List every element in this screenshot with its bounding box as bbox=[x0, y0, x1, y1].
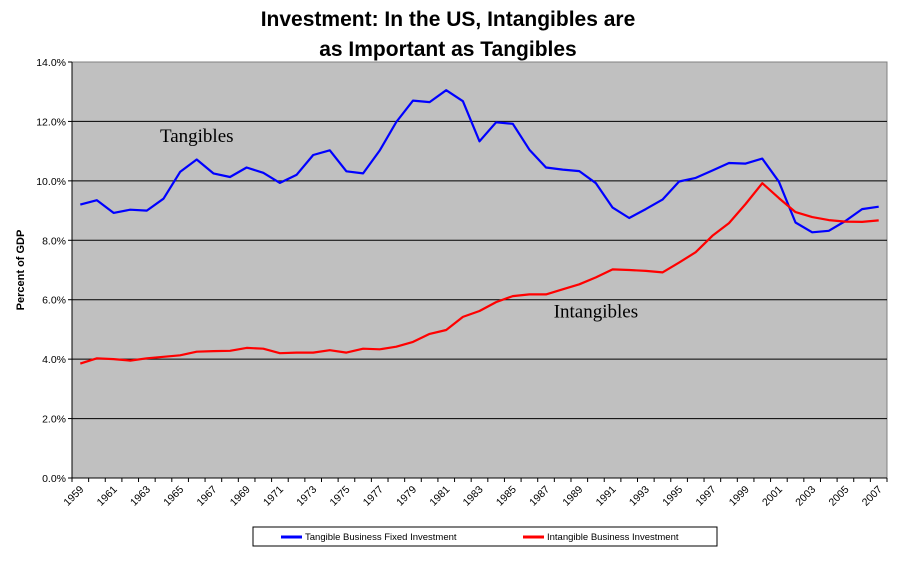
x-tick-label: 1977 bbox=[361, 484, 386, 509]
series-lines bbox=[79, 89, 879, 365]
x-tick-label: 1973 bbox=[294, 484, 319, 509]
axes bbox=[68, 61, 888, 482]
x-tick-label: 1987 bbox=[527, 484, 552, 509]
x-tick-label: 1985 bbox=[494, 484, 519, 509]
y-tick-label: 8.0% bbox=[42, 235, 66, 247]
x-tick-label: 2005 bbox=[827, 484, 852, 509]
y-tick-label: 2.0% bbox=[42, 414, 66, 426]
y-tick-label: 4.0% bbox=[42, 354, 66, 366]
x-tick-label: 1963 bbox=[128, 484, 153, 509]
x-tick-label: 1971 bbox=[261, 484, 286, 509]
x-tick-label: 1991 bbox=[594, 484, 619, 509]
x-tick-label: 1975 bbox=[328, 484, 353, 509]
x-tick-label: 1989 bbox=[560, 484, 585, 509]
legend: Tangible Business Fixed Investment Intan… bbox=[252, 526, 718, 547]
y-axis-label: Percent of GDP bbox=[15, 230, 27, 311]
annotations: Tangibles Intangibles bbox=[160, 126, 638, 322]
plot-area bbox=[71, 61, 888, 479]
y-tick-label: 6.0% bbox=[42, 295, 66, 307]
annotation-intangibles: Intangibles bbox=[554, 302, 638, 323]
series-line-tangible bbox=[80, 89, 879, 234]
x-tick-label: 1999 bbox=[727, 484, 752, 509]
y-tick-label: 0.0% bbox=[42, 473, 66, 485]
legend-label-intangible: Intangible Business Investment bbox=[547, 532, 679, 543]
gridlines bbox=[72, 120, 887, 420]
x-tick-label: 1981 bbox=[427, 484, 452, 509]
x-tick-label: 1961 bbox=[95, 484, 120, 509]
x-tick-label: 1967 bbox=[194, 484, 219, 509]
chart-title-line-2: as Important as Tangibles bbox=[319, 38, 577, 61]
y-tick-label: 10.0% bbox=[36, 176, 66, 188]
x-tick-label: 1965 bbox=[161, 484, 186, 509]
x-tick-label: 1995 bbox=[660, 484, 685, 509]
x-tick-label: 1959 bbox=[61, 484, 86, 509]
x-tick-label: 1993 bbox=[627, 484, 652, 509]
x-tick-labels: 1959 1961 1963 1965 1967 1969 1971 1973 1975 1977… bbox=[61, 484, 884, 509]
x-tick-label: 2003 bbox=[793, 484, 818, 509]
series-line-intangible bbox=[79, 182, 879, 365]
y-tick-label: 12.0% bbox=[36, 116, 66, 128]
annotation-tangibles: Tangibles bbox=[160, 126, 234, 147]
x-tick-label: 1983 bbox=[461, 484, 486, 509]
x-tick-label: 1979 bbox=[394, 484, 419, 509]
legend-label-tangible: Tangible Business Fixed Investment bbox=[305, 532, 457, 543]
legend-box bbox=[252, 526, 718, 547]
x-tick-label: 1969 bbox=[228, 484, 253, 509]
x-tick-label: 2007 bbox=[860, 484, 885, 509]
chart-title-line-1: Investment: In the US, Intangibles are bbox=[261, 8, 636, 31]
y-tick-labels: 0.0% 2.0% 4.0% 6.0% 8.0% 10.0% 12.0% 14.0% bbox=[36, 57, 66, 485]
chart-title: Investment: In the US, Intangibles are a… bbox=[261, 8, 636, 61]
y-tick-label: 14.0% bbox=[36, 57, 66, 69]
x-tick-label: 1997 bbox=[693, 484, 718, 509]
x-tick-label: 2001 bbox=[760, 484, 785, 509]
